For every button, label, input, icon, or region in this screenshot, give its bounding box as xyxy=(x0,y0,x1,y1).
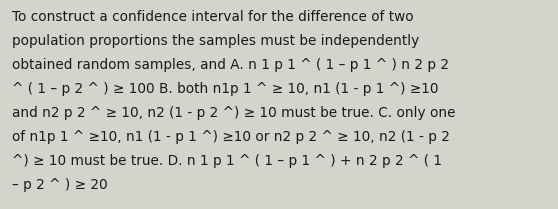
Text: obtained random samples, and A. n 1 p 1 ^ ( 1 – p 1 ^ ) n 2 p 2: obtained random samples, and A. n 1 p 1 … xyxy=(12,58,449,72)
Text: ^ ( 1 – p 2 ^ ) ≥ 100 B. both n1p 1 ^ ≥ 10, n1 (1 - p 1 ^) ≥10: ^ ( 1 – p 2 ^ ) ≥ 100 B. both n1p 1 ^ ≥ … xyxy=(12,82,439,96)
Text: – p 2 ^ ) ≥ 20: – p 2 ^ ) ≥ 20 xyxy=(12,178,108,192)
Text: and n2 p 2 ^ ≥ 10, n2 (1 - p 2 ^) ≥ 10 must be true. C. only one: and n2 p 2 ^ ≥ 10, n2 (1 - p 2 ^) ≥ 10 m… xyxy=(12,106,455,120)
Text: ^) ≥ 10 must be true. D. n 1 p 1 ^ ( 1 – p 1 ^ ) + n 2 p 2 ^ ( 1: ^) ≥ 10 must be true. D. n 1 p 1 ^ ( 1 –… xyxy=(12,154,442,168)
Text: To construct a confidence interval for the difference of two: To construct a confidence interval for t… xyxy=(12,10,413,24)
Text: population proportions the samples must be independently: population proportions the samples must … xyxy=(12,34,419,48)
Text: of n1p 1 ^ ≥10, n1 (1 - p 1 ^) ≥10 or n2 p 2 ^ ≥ 10, n2 (1 - p 2: of n1p 1 ^ ≥10, n1 (1 - p 1 ^) ≥10 or n2… xyxy=(12,130,450,144)
